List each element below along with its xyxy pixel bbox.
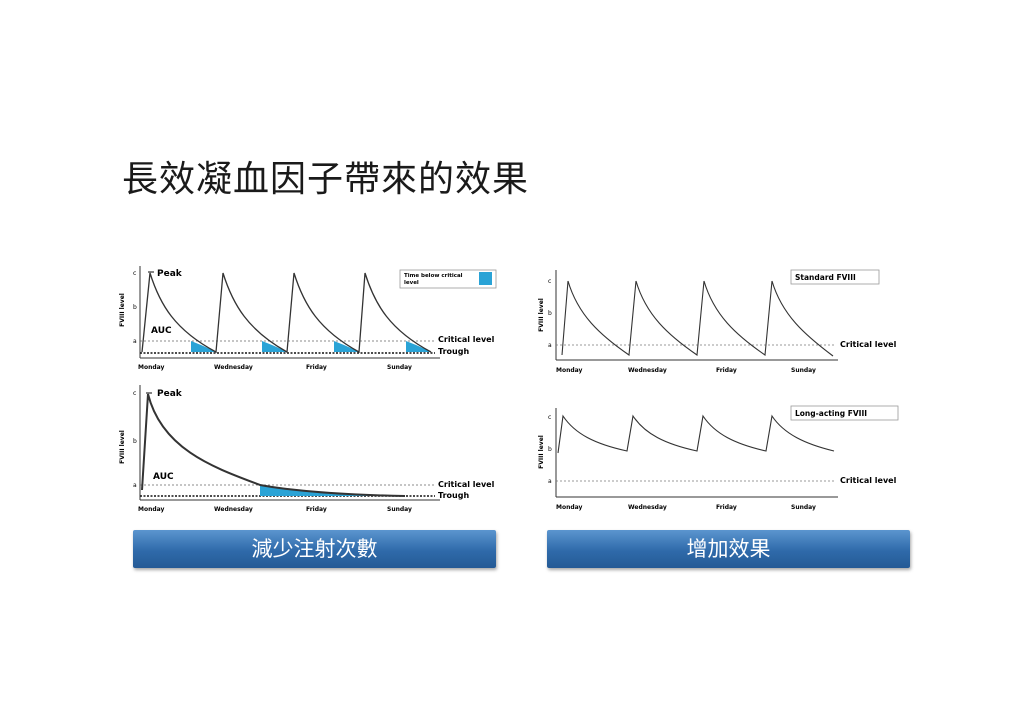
critical-level-label: Critical level bbox=[438, 335, 495, 344]
day-label: Wednesday bbox=[628, 367, 667, 374]
page-title: 長效凝血因子帶來的效果 bbox=[122, 159, 530, 200]
y-axis-label: FVIII level bbox=[119, 430, 126, 464]
auc-label: AUC bbox=[153, 472, 174, 482]
tick-b: b bbox=[548, 446, 552, 453]
auc-label: AUC bbox=[151, 326, 172, 336]
tick-a: a bbox=[133, 482, 137, 489]
chart-long-acting-dosing: FVIII level c b a Peak AUC Critical leve… bbox=[119, 385, 495, 513]
day-label: Friday bbox=[306, 364, 327, 371]
y-axis-label: FVIII level bbox=[538, 435, 545, 469]
chart-standard-fviii: FVIII level c b a Standard FVIII Critica… bbox=[538, 269, 897, 374]
legend-box bbox=[399, 269, 497, 289]
day-label: Sunday bbox=[791, 504, 816, 511]
day-label: Friday bbox=[716, 504, 737, 511]
day-label: Wednesday bbox=[214, 364, 253, 371]
tick-a: a bbox=[548, 478, 552, 485]
day-label: Wednesday bbox=[628, 504, 667, 511]
y-axis-label: FVIII level bbox=[538, 298, 545, 332]
chart-long-acting-fviii: FVIII level c b a Long-acting FVIII Crit… bbox=[538, 405, 899, 511]
day-label: Monday bbox=[556, 367, 583, 374]
day-label: Sunday bbox=[791, 367, 816, 374]
day-label: Monday bbox=[556, 504, 583, 511]
shade-2 bbox=[262, 341, 287, 352]
series-line bbox=[141, 393, 406, 497]
standard-fviii-label: Standard FVIII bbox=[795, 273, 856, 282]
tick-b: b bbox=[133, 304, 137, 311]
critical-level-label: Critical level bbox=[438, 480, 495, 489]
standard-fviii-box bbox=[790, 269, 880, 285]
legend-text-2: level bbox=[404, 280, 419, 286]
chart-standard-dosing: FVIII level c b a Peak AUC Critical leve… bbox=[119, 266, 497, 371]
day-label: Sunday bbox=[387, 506, 412, 513]
tick-c: c bbox=[548, 414, 551, 421]
long-acting-fviii-label: Long-acting FVIII bbox=[795, 409, 867, 418]
shade-1 bbox=[260, 485, 405, 496]
critical-level-label: Critical level bbox=[840, 340, 897, 349]
banner-increased-effect: 增加效果 bbox=[547, 530, 910, 568]
shade-3 bbox=[334, 341, 359, 352]
tick-c: c bbox=[548, 278, 551, 285]
long-acting-fviii-box bbox=[790, 405, 899, 421]
day-label: Sunday bbox=[387, 364, 412, 371]
tick-a: a bbox=[548, 342, 552, 349]
critical-level-label: Critical level bbox=[840, 476, 897, 485]
legend-text-1: Time below critical bbox=[404, 273, 463, 279]
day-label: Wednesday bbox=[214, 506, 253, 513]
peak-label: Peak bbox=[157, 269, 183, 279]
legend-swatch bbox=[479, 272, 492, 285]
series-line bbox=[561, 280, 834, 357]
tick-a: a bbox=[133, 338, 137, 345]
y-axis-label: FVIII level bbox=[119, 293, 126, 327]
tick-c: c bbox=[133, 270, 136, 277]
series-line bbox=[141, 272, 432, 354]
day-label: Monday bbox=[138, 364, 165, 371]
tick-b: b bbox=[548, 310, 552, 317]
series-line bbox=[557, 414, 835, 454]
day-label: Monday bbox=[138, 506, 165, 513]
day-label: Friday bbox=[306, 506, 327, 513]
peak-label: Peak bbox=[157, 389, 183, 399]
day-label: Friday bbox=[716, 367, 737, 374]
trough-label: Trough bbox=[438, 491, 469, 500]
trough-label: Trough bbox=[438, 347, 469, 356]
banner-fewer-injections: 減少注射次數 bbox=[133, 530, 496, 568]
tick-b: b bbox=[133, 438, 137, 445]
tick-c: c bbox=[133, 390, 136, 397]
